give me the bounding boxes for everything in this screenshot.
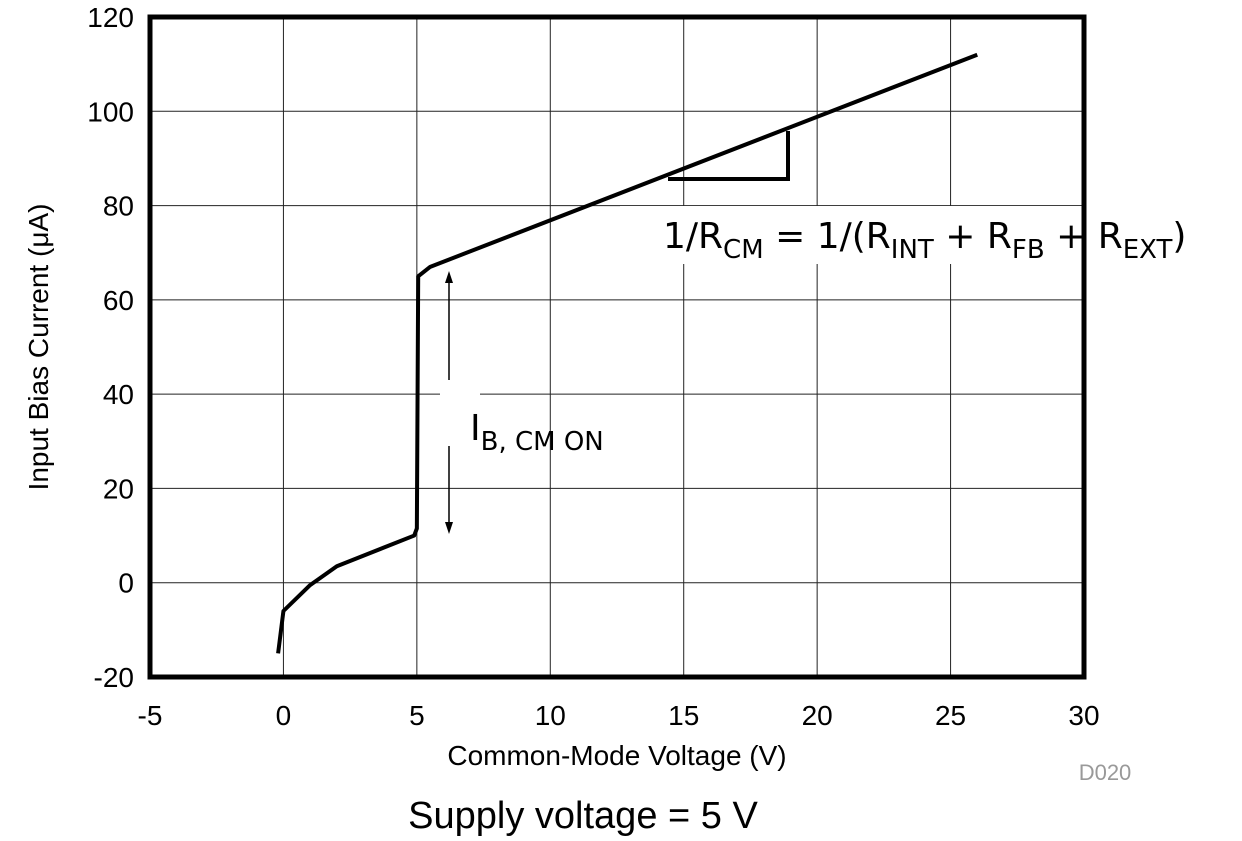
x-tick-label: 30 [1068,700,1099,731]
y-tick-label: 60 [103,285,134,316]
label-part: FB [1012,235,1045,265]
y-tick-label: 20 [103,473,134,504]
x-tick-label: 5 [409,700,425,731]
label-part: 1/R [663,216,723,257]
label-background [440,382,480,444]
x-axis-title: Common-Mode Voltage (V) [447,740,786,771]
data-line [276,52,978,654]
x-tick-label: 20 [802,700,833,731]
y-tick-label: 0 [118,568,134,599]
label-part: CM [723,235,764,265]
y-tick-label: 80 [103,191,134,222]
source-code: D020 [1079,760,1132,785]
y-tick-label: 120 [87,2,134,33]
plot [276,52,978,654]
y-tick-label: -20 [94,662,134,693]
plot-border [147,14,1087,680]
footnote: Supply voltage = 5 V [408,795,758,837]
label-part: INT [891,235,934,265]
current-annotation: IB, CM ON [470,408,604,457]
label-background [620,206,1084,264]
label-part: I [470,408,481,449]
slope-annotation: 1/RCM = 1/(RINT + RFB + REXT) [663,216,1186,265]
grid [149,16,1085,678]
y-axis-title: Input Bias Current (μA) [23,204,54,491]
y-tick-label: 40 [103,379,134,410]
label-part: B, CM ON [481,427,604,457]
label-part: = 1/(R [764,216,891,257]
label-part: + R [934,216,1012,257]
x-tick-label: -5 [138,700,163,731]
x-tick-label: 15 [668,700,699,731]
x-tick-label: 25 [935,700,966,731]
x-tick-label: 0 [276,700,292,731]
x-tick-label: 10 [535,700,566,731]
label-part: ) [1172,216,1186,257]
y-tick-label: 100 [87,96,134,127]
label-part: EXT [1123,235,1173,265]
